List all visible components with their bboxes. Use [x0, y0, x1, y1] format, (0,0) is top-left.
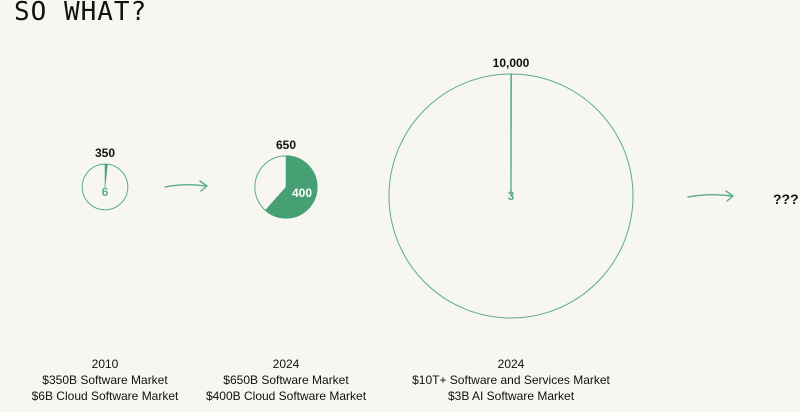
caption-year: 2024 [497, 357, 525, 371]
caption-year: 2010 [91, 357, 119, 371]
pie-chart-2024-cloud: 650 400 [254, 138, 318, 219]
pie-total-label: 350 [95, 146, 115, 160]
arrow-3-icon [687, 194, 733, 198]
caption-2024-cloud: 2024 $650B Software Market $400B Cloud S… [166, 356, 406, 404]
caption-total-market: $350B Software Market [42, 373, 168, 387]
caption-segment-market: $400B Cloud Software Market [205, 389, 367, 403]
pie-segment-label: 6 [102, 185, 109, 199]
pie-segment [104, 163, 108, 188]
pie-chart-2010: 350 6 [81, 146, 129, 211]
caption-segment-market: $6B Cloud Software Market [31, 389, 179, 403]
caption-2024-ai: 2024 $10T+ Software and Services Market … [391, 356, 631, 404]
arrow-3-head-icon [725, 190, 734, 202]
caption-total-market: $650B Software Market [223, 373, 349, 387]
future-market-label: ??? [773, 191, 799, 207]
pie-total-label: 10,000 [493, 56, 530, 70]
pie-segment [265, 155, 318, 219]
caption-total-market: $10T+ Software and Services Market [412, 373, 610, 387]
arrow-1-icon [164, 184, 207, 188]
pie-segment-label: 400 [292, 186, 312, 200]
caption-segment-market: $3B AI Software Market [447, 389, 575, 403]
caption-year: 2024 [272, 357, 300, 371]
page-title: SO WHAT? [14, 0, 148, 27]
caption-2010: 2010 $350B Software Market $6B Cloud Sof… [0, 356, 225, 404]
arrow-1-head-icon [199, 180, 208, 192]
pie-segment-label: 3 [508, 189, 515, 203]
pie-total-label: 650 [276, 138, 296, 152]
pie-chart-2024-ai: 10,000 3 [388, 56, 634, 319]
